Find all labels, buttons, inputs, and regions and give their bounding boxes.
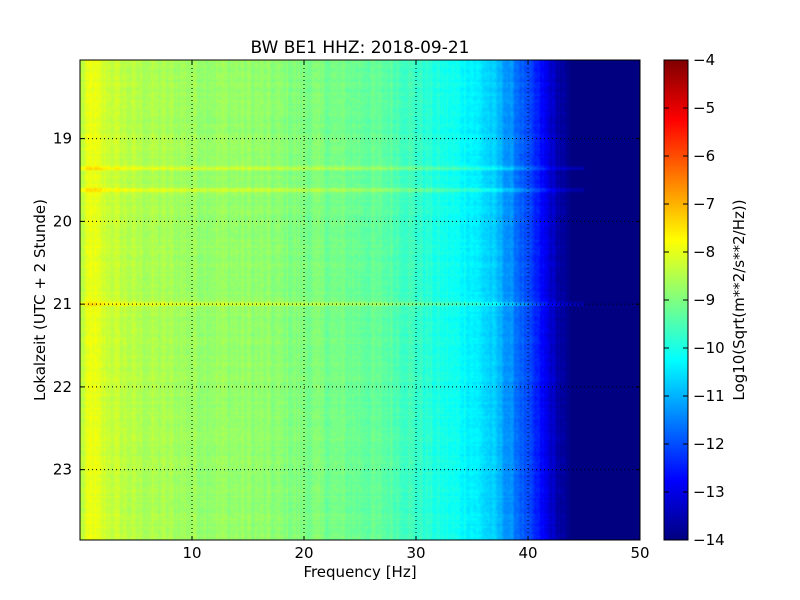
plot-frame [79,59,641,541]
colorbar-tick-label: −13 [693,483,725,501]
y-tick-label: 21 [53,295,72,313]
colorbar-tick-label: −4 [693,51,715,69]
colorbar-tick-label: −5 [693,99,715,117]
x-tick-label: 10 [182,544,201,562]
grid-lines [80,60,640,540]
colorbar-tick-label: −9 [693,291,715,309]
y-tick-label: 22 [53,378,72,396]
plot-area: 10 20 30 40 50 19 20 21 22 23 [53,59,650,562]
y-axis-label: Lokalzeit (UTC + 2 Stunde) [31,199,49,401]
x-axis-ticks: 10 20 30 40 50 [182,60,650,562]
y-tick-label: 19 [53,130,72,148]
colorbar-tick-label: −6 [693,147,715,165]
colorbar-tick-label: −11 [693,387,725,405]
colorbar-ticks: −4 −5 −6 −7 −8 −9 −10 −11 −12 −13 −14 [664,51,725,549]
x-tick-label: 40 [518,544,537,562]
colorbar-tick-label: −14 [693,531,725,549]
y-tick-label: 23 [53,461,72,479]
colorbar: −4 −5 −6 −7 −8 −9 −10 −11 −12 −13 −14 Log10(Sqrt(m… [663,51,748,549]
y-tick-label: 20 [53,212,72,230]
x-axis-label: Frequency [Hz] [303,563,416,581]
y-axis-ticks: 19 20 21 22 23 [53,130,640,479]
x-tick-label: 20 [294,544,313,562]
spectrogram-heatmap [80,60,640,540]
x-tick-label: 50 [630,544,649,562]
colorbar-tick-label: −7 [693,195,715,213]
chart-title: BW BE1 HHZ: 2018-09-21 [250,38,469,58]
colorbar-tick-label: −12 [693,435,725,453]
colorbar-tick-label: −8 [693,243,715,261]
colorbar-tick-label: −10 [693,339,725,357]
x-tick-label: 30 [406,544,425,562]
colorbar-label: Log10(Sqrt(m**2/s**2/Hz)) [730,199,748,400]
